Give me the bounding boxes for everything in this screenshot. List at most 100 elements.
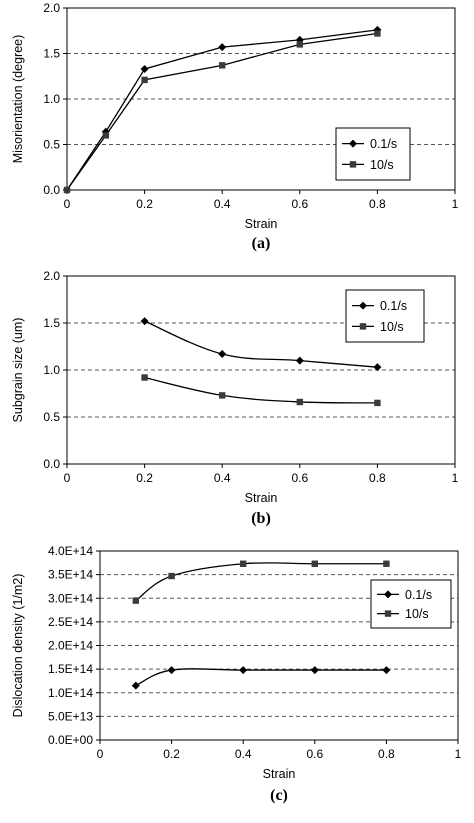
x-tick-label: 0	[64, 471, 71, 485]
data-point	[374, 399, 381, 407]
series-a	[140, 317, 382, 372]
x-tick-label: 0.6	[306, 747, 323, 761]
x-tick-label: 1	[452, 197, 459, 211]
data-point	[296, 41, 303, 48]
data-point	[310, 666, 319, 675]
chart-panel-1: 0.0 0.5 1.0 1.5 2.0 0 0.2 0.4 0.6 0.8 1 Strain Misor…	[11, 1, 459, 252]
y-tick-label: 2.0	[43, 269, 60, 283]
y-tick-label: 5.0E+13	[48, 709, 93, 723]
x-tick-label: 0.4	[235, 747, 252, 761]
x-tick-label: 1	[455, 747, 462, 761]
panel-label: (a)	[252, 235, 271, 252]
legend-label: 10/s	[380, 320, 404, 334]
y-tick-label: 1.0	[43, 92, 60, 106]
data-point	[311, 560, 318, 567]
x-tick-label: 0.8	[369, 471, 386, 485]
x-tick-label: 0.8	[378, 747, 395, 761]
plot-frame	[99, 550, 459, 741]
x-axis-title: Strain	[245, 491, 278, 505]
series-line	[144, 320, 378, 368]
x-tick-label: 0.2	[136, 197, 153, 211]
y-tick-label: 4.0E+14	[48, 544, 93, 558]
data-point	[219, 392, 226, 399]
x-tick-label: 0	[97, 747, 104, 761]
x-tick-label: 0.6	[291, 471, 308, 485]
data-point	[141, 76, 148, 84]
legend-marker	[349, 139, 357, 148]
series-line	[66, 29, 378, 191]
legend-label: 0.1/s	[380, 299, 407, 313]
data-point	[167, 666, 176, 675]
x-axis-title: Strain	[245, 217, 278, 231]
series-line	[135, 562, 387, 602]
chart-panel-2: 0.0 0.5 1.0 1.5 2.0 0 0.2 0.4 0.6 0.8 1 Strain Subgr…	[11, 269, 459, 527]
data-point	[219, 62, 226, 69]
y-tick-label: 1.0	[43, 363, 60, 377]
y-tick-label: 2.0	[43, 1, 60, 15]
panel-label: (c)	[270, 787, 288, 804]
data-point	[140, 64, 149, 73]
legend: 0.1/s 10/s	[370, 579, 452, 629]
y-axis-title: Subgrain size (um)	[11, 318, 25, 423]
series-line	[144, 376, 378, 404]
data-point	[102, 132, 109, 139]
data-point	[296, 398, 303, 406]
y-tick-label: 2.5E+14	[48, 615, 93, 629]
data-point	[218, 350, 227, 359]
series-a	[131, 666, 391, 690]
x-axis-title: Strain	[263, 767, 296, 781]
legend-label: 10/s	[405, 607, 429, 621]
y-tick-label: 0.0	[43, 457, 60, 471]
data-point	[382, 666, 391, 675]
legend-marker	[359, 301, 367, 310]
panel-label: (b)	[251, 510, 271, 527]
data-point	[132, 597, 139, 604]
data-point	[239, 666, 248, 675]
x-tick-label: 1	[452, 471, 459, 485]
legend: 0.1/s 10/s	[335, 127, 411, 181]
y-tick-label: 0.0E+00	[48, 733, 93, 747]
y-tick-label: 0.5	[43, 138, 60, 152]
legend: 0.1/s 10/s	[345, 289, 425, 343]
data-point	[383, 560, 390, 567]
data-point	[240, 560, 247, 567]
legend-label: 0.1/s	[405, 588, 432, 602]
series-b	[132, 560, 390, 604]
y-tick-label: 2.0E+14	[48, 639, 93, 653]
y-axis-title: Dislocation density (1/m2)	[11, 574, 25, 718]
data-point	[63, 186, 71, 194]
data-point	[218, 43, 227, 52]
y-tick-label: 1.0E+14	[48, 686, 93, 700]
x-tick-label: 0.4	[214, 197, 231, 211]
x-tick-label: 0.4	[214, 471, 231, 485]
data-point	[373, 363, 382, 372]
data-point	[295, 356, 304, 365]
x-tick-label: 0	[64, 197, 71, 211]
legend-label: 10/s	[370, 158, 394, 172]
y-tick-label: 1.5E+14	[48, 662, 93, 676]
series-a	[63, 25, 382, 194]
y-axis-title: Misorientation (degree)	[11, 35, 25, 164]
y-tick-label: 3.5E+14	[48, 568, 93, 582]
x-tick-label: 0.8	[369, 197, 386, 211]
x-tick-label: 0.2	[163, 747, 180, 761]
legend-label: 0.1/s	[370, 137, 397, 151]
y-tick-label: 3.0E+14	[48, 591, 93, 605]
legend-box	[345, 289, 425, 343]
x-tick-label: 0.2	[136, 471, 153, 485]
plot-frame	[66, 275, 456, 465]
data-point	[141, 374, 148, 381]
data-point	[140, 317, 149, 326]
legend-marker	[384, 610, 392, 617]
series-b	[141, 374, 381, 407]
legend-marker	[384, 590, 392, 599]
series-line	[66, 32, 378, 191]
y-tick-label: 1.5	[43, 316, 60, 330]
y-tick-label: 0.5	[43, 410, 60, 424]
data-point	[168, 572, 175, 580]
legend-marker	[349, 161, 357, 168]
y-tick-label: 0.0	[43, 183, 60, 197]
legend-marker	[359, 323, 367, 330]
data-point	[374, 30, 381, 37]
